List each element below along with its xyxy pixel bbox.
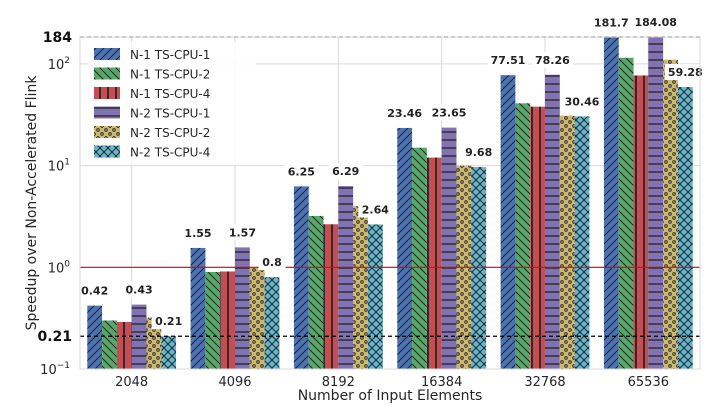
x-tick-label-8192: 8192 (322, 375, 355, 390)
svg-text:N-1 TS-CPU-4: N-1 TS-CPU-4 (130, 87, 210, 101)
svg-text:0.43: 0.43 (125, 284, 152, 297)
bar-n-2-ts-cpu-4-32768 (574, 116, 590, 370)
bar-n-2-ts-cpu-4-4096 (264, 277, 280, 369)
svg-text:78.26: 78.26 (535, 54, 570, 67)
svg-text:N-2 TS-CPU-1: N-2 TS-CPU-1 (130, 107, 210, 121)
value-label-77.51: 77.51 (487, 52, 529, 69)
value-label-6.29: 6.29 (328, 163, 363, 180)
value-label-0.8: 0.8 (258, 254, 286, 271)
svg-text:184.08: 184.08 (635, 16, 677, 29)
bar-n-2-ts-cpu-1-32768 (545, 74, 560, 369)
svg-text:2.64: 2.64 (362, 203, 389, 216)
bar-n-2-ts-cpu-2-32768 (559, 115, 575, 369)
svg-text:1.57: 1.57 (229, 226, 256, 239)
value-label-0.42: 0.42 (77, 282, 112, 299)
bar-n-1-ts-cpu-1-32768 (500, 75, 516, 370)
bar-n-1-ts-cpu-2-32768 (515, 103, 531, 369)
y-tick-label: 100 (48, 259, 71, 276)
svg-text:59.28: 59.28 (668, 66, 703, 79)
bar-n-2-ts-cpu-4-16384 (471, 167, 487, 369)
value-label-1.57: 1.57 (225, 224, 260, 241)
value-label-1.55: 1.55 (181, 224, 215, 241)
value-label-6.25: 6.25 (284, 163, 319, 180)
bar-n-1-ts-cpu-1-65536 (603, 37, 619, 370)
legend-item-n-2-ts-cpu-4: N-2 TS-CPU-4 (94, 145, 210, 160)
bar-n-1-ts-cpu-4-8192 (323, 224, 339, 369)
x-tick-label-4096: 4096 (218, 375, 251, 390)
bar-n-1-ts-cpu-4-4096 (220, 271, 235, 369)
svg-text:23.46: 23.46 (387, 107, 422, 120)
legend-item-n-1-ts-cpu-1: N-1 TS-CPU-1 (94, 48, 210, 62)
bar-n-1-ts-cpu-1-8192 (293, 186, 309, 369)
x-tick-label-16384: 16384 (421, 375, 462, 390)
svg-text:N-2 TS-CPU-2: N-2 TS-CPU-2 (130, 126, 210, 140)
value-label-2.64: 2.64 (358, 201, 393, 218)
bar-n-2-ts-cpu-2-65536 (663, 59, 678, 369)
y-axis-title: Speedup over Non-Accelerated Flink (24, 75, 40, 331)
svg-text:181.7: 181.7 (594, 17, 629, 30)
svg-text:6.25: 6.25 (288, 165, 315, 178)
bar-n-2-ts-cpu-1-4096 (235, 247, 250, 369)
bar-n-1-ts-cpu-1-4096 (190, 247, 206, 369)
svg-text:6.29: 6.29 (332, 165, 359, 178)
svg-text:77.51: 77.51 (491, 54, 526, 67)
legend: N-1 TS-CPU-1 N-1 TS-CPU-2 N-1 TS-CPU-4 N-2 … (88, 42, 256, 165)
x-tick-label-65536: 65536 (628, 375, 669, 390)
bar-n-1-ts-cpu-4-65536 (633, 75, 649, 369)
bar-n-1-ts-cpu-1-16384 (397, 127, 413, 370)
svg-text:0.21: 0.21 (155, 315, 182, 328)
svg-text:N-2 TS-CPU-4: N-2 TS-CPU-4 (130, 146, 210, 160)
bar-n-1-ts-cpu-4-32768 (530, 106, 545, 370)
value-label-184.08: 184.08 (631, 13, 680, 30)
legend-item-n-1-ts-cpu-4: N-1 TS-CPU-4 (94, 87, 210, 101)
bar-n-2-ts-cpu-4-8192 (367, 224, 383, 369)
svg-text:23.65: 23.65 (432, 107, 467, 120)
bar-n-2-ts-cpu-1-8192 (338, 186, 354, 369)
value-label-30.46: 30.46 (561, 93, 603, 110)
legend-item-n-1-ts-cpu-2: N-1 TS-CPU-2 (94, 67, 210, 82)
bar-n-1-ts-cpu-2-16384 (412, 147, 427, 369)
bar-n-1-ts-cpu-2-4096 (205, 271, 221, 369)
value-label-59.28: 59.28 (664, 64, 706, 81)
bar-n-2-ts-cpu-1-16384 (441, 127, 457, 370)
x-tick-label-32768: 32768 (524, 375, 565, 390)
svg-text:0.42: 0.42 (81, 285, 108, 298)
reference-label-0.21: 0.21 (37, 329, 72, 345)
legend-item-n-2-ts-cpu-1: N-2 TS-CPU-1 (94, 106, 210, 121)
bar-n-2-ts-cpu-4-2048 (161, 336, 177, 369)
svg-text:9.68: 9.68 (465, 146, 492, 159)
value-label-23.65: 23.65 (428, 104, 470, 121)
bar-n-1-ts-cpu-4-2048 (116, 321, 132, 369)
bar-n-1-ts-cpu-4-16384 (426, 157, 442, 369)
bar-n-1-ts-cpu-2-65536 (618, 57, 634, 369)
bar-n-2-ts-cpu-2-8192 (353, 206, 368, 369)
bar-n-1-ts-cpu-1-2048 (87, 305, 103, 369)
y-tick-label: 102 (48, 56, 70, 73)
bar-n-2-ts-cpu-2-2048 (146, 317, 162, 369)
bar-n-2-ts-cpu-2-4096 (249, 267, 265, 369)
value-label-0.43: 0.43 (122, 281, 157, 298)
bar-n-2-ts-cpu-4-65536 (677, 87, 693, 369)
y-tick-label: 101 (48, 158, 70, 175)
bar-n-1-ts-cpu-2-2048 (102, 320, 117, 369)
value-label-23.46: 23.46 (384, 104, 426, 121)
svg-text:N-1 TS-CPU-1: N-1 TS-CPU-1 (130, 48, 210, 62)
plot-frame (79, 36, 701, 370)
svg-text:0.8: 0.8 (262, 256, 282, 269)
value-label-0.21: 0.21 (151, 313, 186, 330)
bar-n-1-ts-cpu-2-8192 (308, 215, 324, 369)
x-axis-title: Number of Input Elements (298, 388, 483, 404)
svg-text:1.55: 1.55 (184, 227, 211, 240)
reference-label-184: 184 (43, 30, 72, 46)
bar-n-2-ts-cpu-1-65536 (648, 36, 664, 369)
y-tick-label: 10−1 (40, 361, 70, 378)
value-label-9.68: 9.68 (461, 144, 496, 161)
svg-text:N-1 TS-CPU-2: N-1 TS-CPU-2 (130, 68, 210, 82)
svg-text:30.46: 30.46 (565, 95, 600, 108)
value-label-181.7: 181.7 (590, 14, 632, 31)
value-label-78.26: 78.26 (531, 51, 573, 68)
x-tick-label-2048: 2048 (115, 375, 148, 390)
legend-item-n-2-ts-cpu-2: N-2 TS-CPU-2 (94, 126, 210, 140)
